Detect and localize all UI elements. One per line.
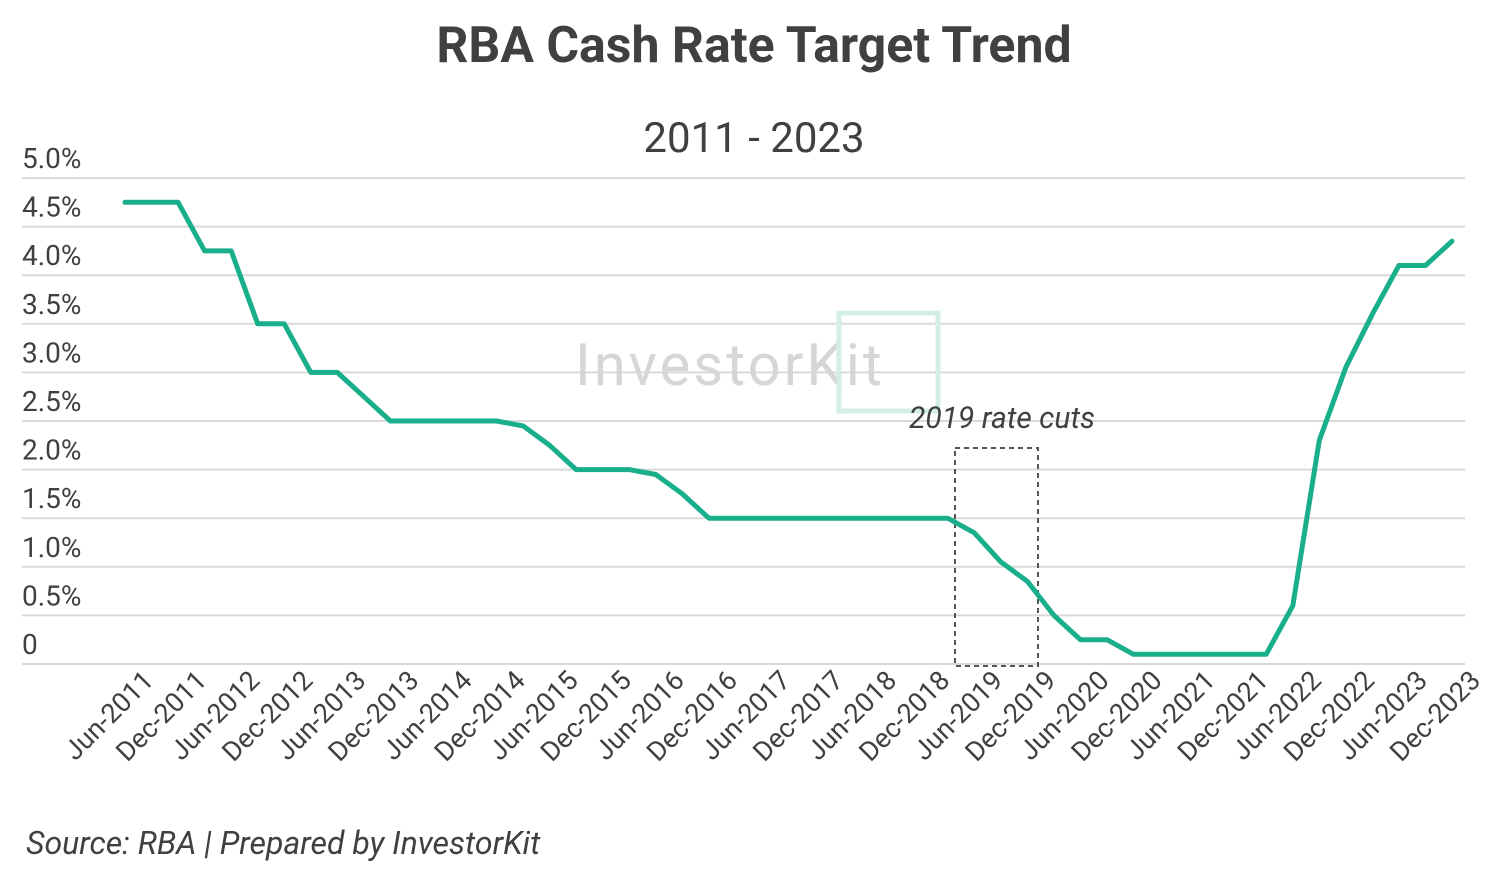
y-tick-label: 1.5% xyxy=(22,482,81,515)
y-tick-label: 0.5% xyxy=(22,579,81,612)
y-tick-label: 1.0% xyxy=(22,531,81,564)
y-tick-label: 0 xyxy=(22,628,38,661)
chart-subtitle: 2011 - 2023 xyxy=(643,114,864,163)
y-tick-label: 4.0% xyxy=(22,239,81,272)
data-line xyxy=(122,199,1455,657)
y-tick-label: 2.0% xyxy=(22,434,81,467)
chart-title: RBA Cash Rate Target Trend xyxy=(436,17,1071,75)
annotation: 2019 rate cuts xyxy=(909,401,1095,436)
source-note: Source: RBA | Prepared by InvestorKit xyxy=(26,824,541,862)
watermark-box xyxy=(836,310,941,414)
annotation-box xyxy=(954,447,1039,667)
y-tick-label: 3.0% xyxy=(22,336,81,369)
watermark: InvestorKit xyxy=(575,332,885,400)
y-tick-label: 3.5% xyxy=(22,288,81,321)
y-tick-label: 4.5% xyxy=(22,191,81,224)
grid xyxy=(22,177,1465,665)
y-tick-label: 2.5% xyxy=(22,385,81,418)
y-tick-label: 5.0% xyxy=(22,142,81,175)
